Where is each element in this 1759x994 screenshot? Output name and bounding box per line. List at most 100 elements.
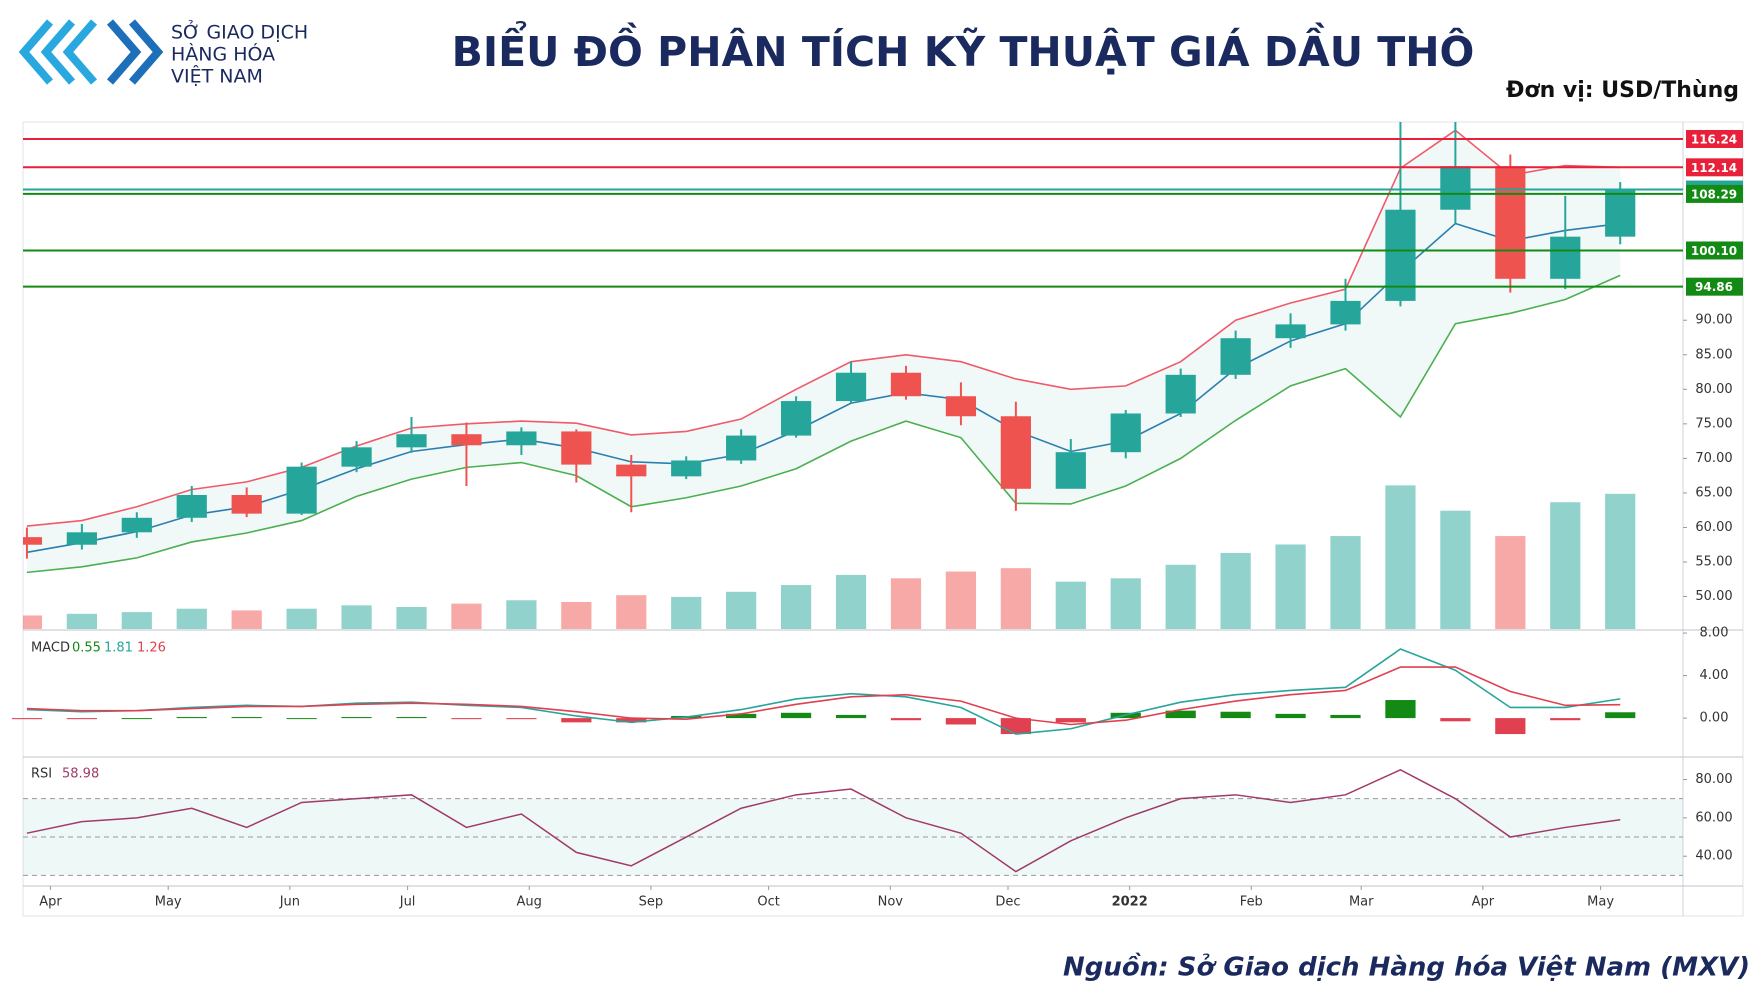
candle-body (341, 447, 372, 467)
macd-signal (26, 666, 1621, 726)
volume-bar (66, 613, 97, 629)
x-tick-label: Jul (399, 895, 416, 910)
macd-histogram (1605, 712, 1636, 719)
volume-bar (451, 603, 482, 629)
volume-bar (23, 615, 43, 629)
x-tick-label: Jun (279, 895, 300, 910)
macd-histogram (1000, 718, 1031, 735)
level-label-box (1686, 158, 1743, 177)
x-tick-label: 2022 (1112, 895, 1148, 910)
x-tick-label: Dec (995, 895, 1020, 910)
x-tick-label: Feb (1240, 895, 1263, 910)
candle-body (1550, 236, 1581, 279)
macd-histogram (1440, 718, 1471, 722)
candle-body (176, 494, 207, 518)
y-tick-label: 50.00 (1695, 589, 1732, 604)
macd-histogram (231, 717, 262, 719)
candle-body (945, 396, 977, 417)
volume-bar (945, 571, 977, 629)
volume-bar (1000, 568, 1031, 629)
candle-body (121, 517, 152, 533)
level-label-box (1686, 184, 1743, 203)
volume-bar (780, 585, 812, 629)
volume-bar (1550, 502, 1581, 629)
candle-body (1495, 166, 1526, 279)
y-tick-label: 85.00 (1695, 347, 1732, 362)
macd-legend: 1.26 (137, 641, 166, 656)
title: BIỂU ĐỒ PHÂN TÍCH KỸ THUẬT GIÁ DẦU THÔ (452, 21, 1475, 76)
macd-histogram (341, 717, 372, 719)
chart-frame (22, 121, 1744, 917)
y-tick-label: 40.00 (1695, 849, 1732, 864)
candle-body (1440, 166, 1471, 210)
volume-bar (671, 596, 702, 629)
candle-body (1110, 413, 1141, 453)
price-panel (23, 122, 1636, 629)
volume-bar (1165, 564, 1196, 629)
macd-title: MACD (31, 641, 70, 656)
macd-histogram (616, 718, 647, 723)
candle-body (1605, 189, 1636, 237)
y-tick-label: 90.00 (1695, 313, 1732, 328)
candle-body (1165, 374, 1196, 414)
macd-histogram (561, 718, 592, 723)
candle-body (1220, 338, 1251, 375)
volume-bar (890, 578, 922, 629)
candle-body (616, 464, 647, 477)
volume-bar (396, 607, 427, 629)
candle-body (506, 431, 537, 446)
volume-bar (231, 610, 262, 629)
bollinger-fill (26, 130, 1621, 573)
macd-histogram (286, 718, 317, 720)
macd-histogram (1330, 714, 1361, 719)
y-tick-label: 0.00 (1700, 711, 1729, 726)
level-label: 116.24 (1691, 132, 1737, 146)
macd-histogram (945, 718, 977, 725)
logo-text: VIỆT NAM (171, 65, 263, 88)
macd-histogram (780, 712, 812, 719)
macd-histogram (1495, 718, 1526, 735)
volume-bar (1440, 510, 1471, 629)
rsi-legend: 58.98 (62, 767, 99, 782)
macd-histogram (890, 718, 922, 721)
level-label: 100.10 (1691, 244, 1737, 258)
macd-histogram (1055, 718, 1086, 723)
candle-body (780, 401, 812, 436)
rsi-line (26, 769, 1621, 873)
candle-body (1330, 300, 1361, 325)
candle-body (66, 532, 97, 545)
x-tick-label: Apr (1472, 895, 1495, 910)
y-tick-label: 60.00 (1695, 810, 1732, 825)
candle-body (451, 434, 482, 446)
volume-bar (1605, 493, 1636, 629)
macd-histogram (1165, 710, 1196, 719)
rsi-title: RSI (31, 767, 52, 782)
candle-body (671, 460, 702, 477)
x-tick-label: May (155, 895, 182, 910)
candle-body (726, 435, 757, 461)
y-tick-label: 65.00 (1695, 485, 1732, 500)
volume-bar (1385, 485, 1416, 629)
volume-bar (1220, 552, 1251, 629)
candle-body (231, 494, 262, 514)
y-tick-label: 8.00 (1700, 626, 1729, 641)
level-label: 112.14 (1691, 161, 1737, 175)
candle-body (396, 434, 427, 448)
candle-body (835, 372, 867, 402)
x-tick-label: Apr (39, 895, 62, 910)
volume-bar (616, 595, 647, 629)
macd-histogram (121, 718, 152, 720)
x-tick-label: May (1587, 895, 1614, 910)
y-tick-label: 55.00 (1695, 554, 1732, 569)
x-tick-label: Nov (878, 895, 904, 910)
x-tick-label: Mar (1349, 895, 1374, 910)
candle-body (286, 466, 317, 514)
y-tick-label: 80.00 (1695, 382, 1732, 397)
macd-histogram (396, 717, 427, 719)
candle-body (890, 372, 922, 397)
volume-bar (726, 591, 757, 629)
volume-bar (835, 574, 867, 629)
unit: Đơn vị: USD/Thùng (1506, 78, 1739, 103)
volume-bar (176, 608, 207, 629)
